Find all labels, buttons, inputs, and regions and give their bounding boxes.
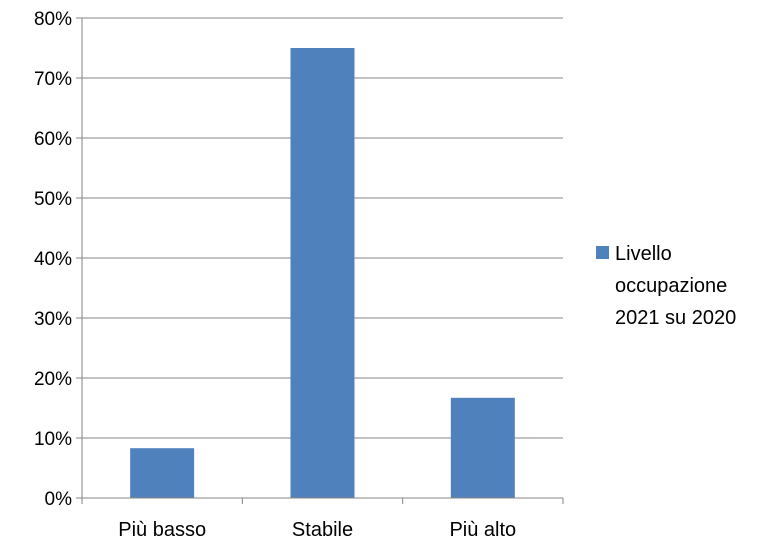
x-tick-label: Più basso: [118, 519, 206, 541]
x-tick-label: Stabile: [292, 519, 353, 541]
x-tick-labels: Più basso Stabile Più alto: [118, 519, 516, 541]
legend-swatch: [596, 246, 609, 259]
bar: [450, 397, 515, 498]
bar: [130, 448, 195, 498]
y-tick-label: 70%: [34, 69, 72, 90]
legend-label-line: occupazione: [615, 275, 727, 297]
legend: Livello occupazione 2021 su 2020: [596, 243, 736, 329]
y-tick-labels: 0% 10% 20% 30% 40% 50% 60% 70% 80%: [34, 9, 72, 510]
y-tick-label: 30%: [34, 309, 72, 330]
axes: [81, 18, 563, 499]
legend-label-line: 2021 su 2020: [615, 307, 736, 329]
bar: [290, 48, 355, 498]
y-tick-label: 40%: [34, 249, 72, 270]
y-tick-label: 80%: [34, 9, 72, 30]
y-tick-label: 10%: [34, 429, 72, 450]
y-tick-label: 0%: [45, 489, 73, 510]
y-tick-label: 60%: [34, 129, 72, 150]
legend-label: Livello occupazione 2021 su 2020: [615, 243, 736, 329]
x-tick-label: Più alto: [449, 519, 516, 541]
y-tick-label: 50%: [34, 189, 72, 210]
bars: [130, 48, 515, 498]
y-tick-label: 20%: [34, 369, 72, 390]
legend-label-line: Livello: [615, 243, 672, 265]
